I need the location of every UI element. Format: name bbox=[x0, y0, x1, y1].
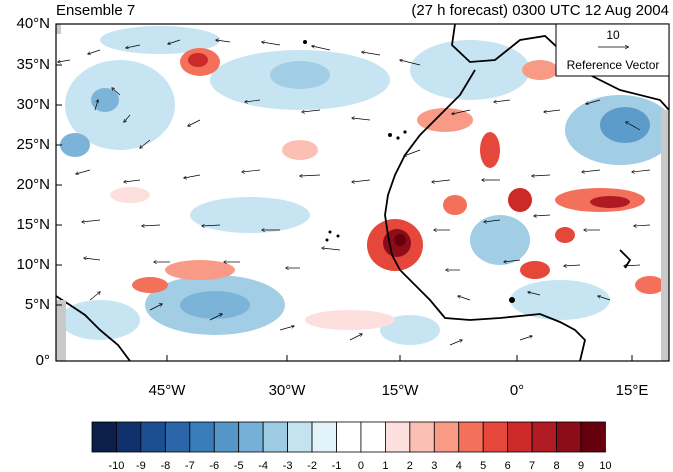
latitude-label: 10°N bbox=[16, 256, 50, 273]
colorbar-swatch bbox=[384, 421, 411, 453]
reference-vector-label: Reference Vector bbox=[566, 58, 660, 72]
colorbar-tick-label: -1 bbox=[331, 460, 342, 472]
colorbar-swatch bbox=[458, 421, 484, 453]
colorbar-swatch bbox=[140, 421, 166, 453]
latitude-label: 0° bbox=[35, 352, 50, 369]
wind-vectors bbox=[58, 40, 651, 346]
colorbar-swatch bbox=[238, 421, 264, 453]
latitude-label: 5°N bbox=[24, 296, 50, 313]
colorbar-swatch bbox=[531, 421, 557, 453]
colorbar-tick-label: 6 bbox=[504, 460, 511, 472]
latitude-label: 40°N bbox=[16, 15, 50, 32]
colorbar-swatch bbox=[189, 421, 215, 453]
latitude-label: 15°N bbox=[16, 216, 50, 233]
colorbar-tick-label: -2 bbox=[307, 460, 317, 472]
colorbar-tick-label: -3 bbox=[282, 460, 293, 472]
colorbar-swatch bbox=[556, 421, 582, 453]
colorbar-swatch bbox=[287, 421, 313, 453]
forecast-time-label: (27 h forecast) 0300 UTC 12 Aug 2004 bbox=[411, 2, 669, 19]
islands bbox=[303, 40, 515, 303]
colorbar-tick-label: -5 bbox=[233, 460, 244, 472]
colorbar-tick-label: 2 bbox=[406, 460, 413, 472]
colorbar-swatch bbox=[262, 421, 288, 453]
map-frame bbox=[55, 23, 670, 362]
colorbar-tick-label: 10 bbox=[599, 460, 612, 472]
longitude-label: 15°E bbox=[615, 382, 649, 399]
longitude-label: 30°W bbox=[268, 382, 306, 399]
colorbar-tick-label: 3 bbox=[431, 460, 438, 472]
colorbar-swatch bbox=[409, 421, 435, 453]
colorbar-swatch bbox=[91, 421, 117, 453]
colorbar-tick-label: -6 bbox=[209, 460, 220, 472]
colorbar-swatch bbox=[336, 421, 362, 453]
colorbar-swatch bbox=[116, 421, 142, 453]
longitude-label: 0° bbox=[509, 382, 525, 399]
colorbar-tick-label: 4 bbox=[455, 460, 462, 472]
colorbar-tick-label: -8 bbox=[160, 460, 171, 472]
colorbar-swatch bbox=[433, 421, 460, 453]
colorbar-swatch bbox=[360, 421, 386, 453]
axis-ticks bbox=[56, 23, 633, 362]
map-field bbox=[56, 24, 669, 361]
colorbar-tick-label: 1 bbox=[382, 460, 389, 472]
panel-title: Ensemble 7 bbox=[56, 2, 136, 19]
latitude-label: 30°N bbox=[16, 96, 50, 113]
colorbar-tick-label: 7 bbox=[529, 460, 536, 472]
longitude-label: 45°W bbox=[148, 382, 186, 399]
colorbar-swatch bbox=[213, 421, 240, 453]
colorbar-swatch bbox=[311, 421, 337, 453]
colorbar-swatch bbox=[580, 421, 606, 453]
negative-anomaly-areas bbox=[60, 26, 669, 345]
colorbar-tick-label: -10 bbox=[108, 460, 125, 472]
colorbar-tick-label: -9 bbox=[136, 460, 146, 472]
latitude-label: 35°N bbox=[16, 56, 50, 73]
colorbar-swatch bbox=[482, 421, 509, 453]
colorbar-swatch bbox=[164, 421, 191, 453]
colorbar-tick-label: 8 bbox=[553, 460, 560, 472]
reference-vector-legend bbox=[555, 23, 670, 77]
longitude-label: 15°W bbox=[381, 382, 419, 399]
positive-anomaly-areas bbox=[110, 48, 665, 330]
colorbar bbox=[91, 421, 606, 453]
reference-vector-value: 10 bbox=[606, 28, 620, 42]
colorbar-tick-label: 0 bbox=[357, 460, 364, 472]
colorbar-tick-label: -4 bbox=[258, 460, 269, 472]
colorbar-tick-label: 9 bbox=[577, 460, 585, 472]
colorbar-swatch bbox=[507, 421, 533, 453]
latitude-label: 20°N bbox=[16, 176, 50, 193]
latitude-label: 25°N bbox=[16, 136, 50, 153]
colorbar-tick-label: -7 bbox=[184, 460, 195, 472]
colorbar-tick-label: 5 bbox=[480, 460, 487, 472]
